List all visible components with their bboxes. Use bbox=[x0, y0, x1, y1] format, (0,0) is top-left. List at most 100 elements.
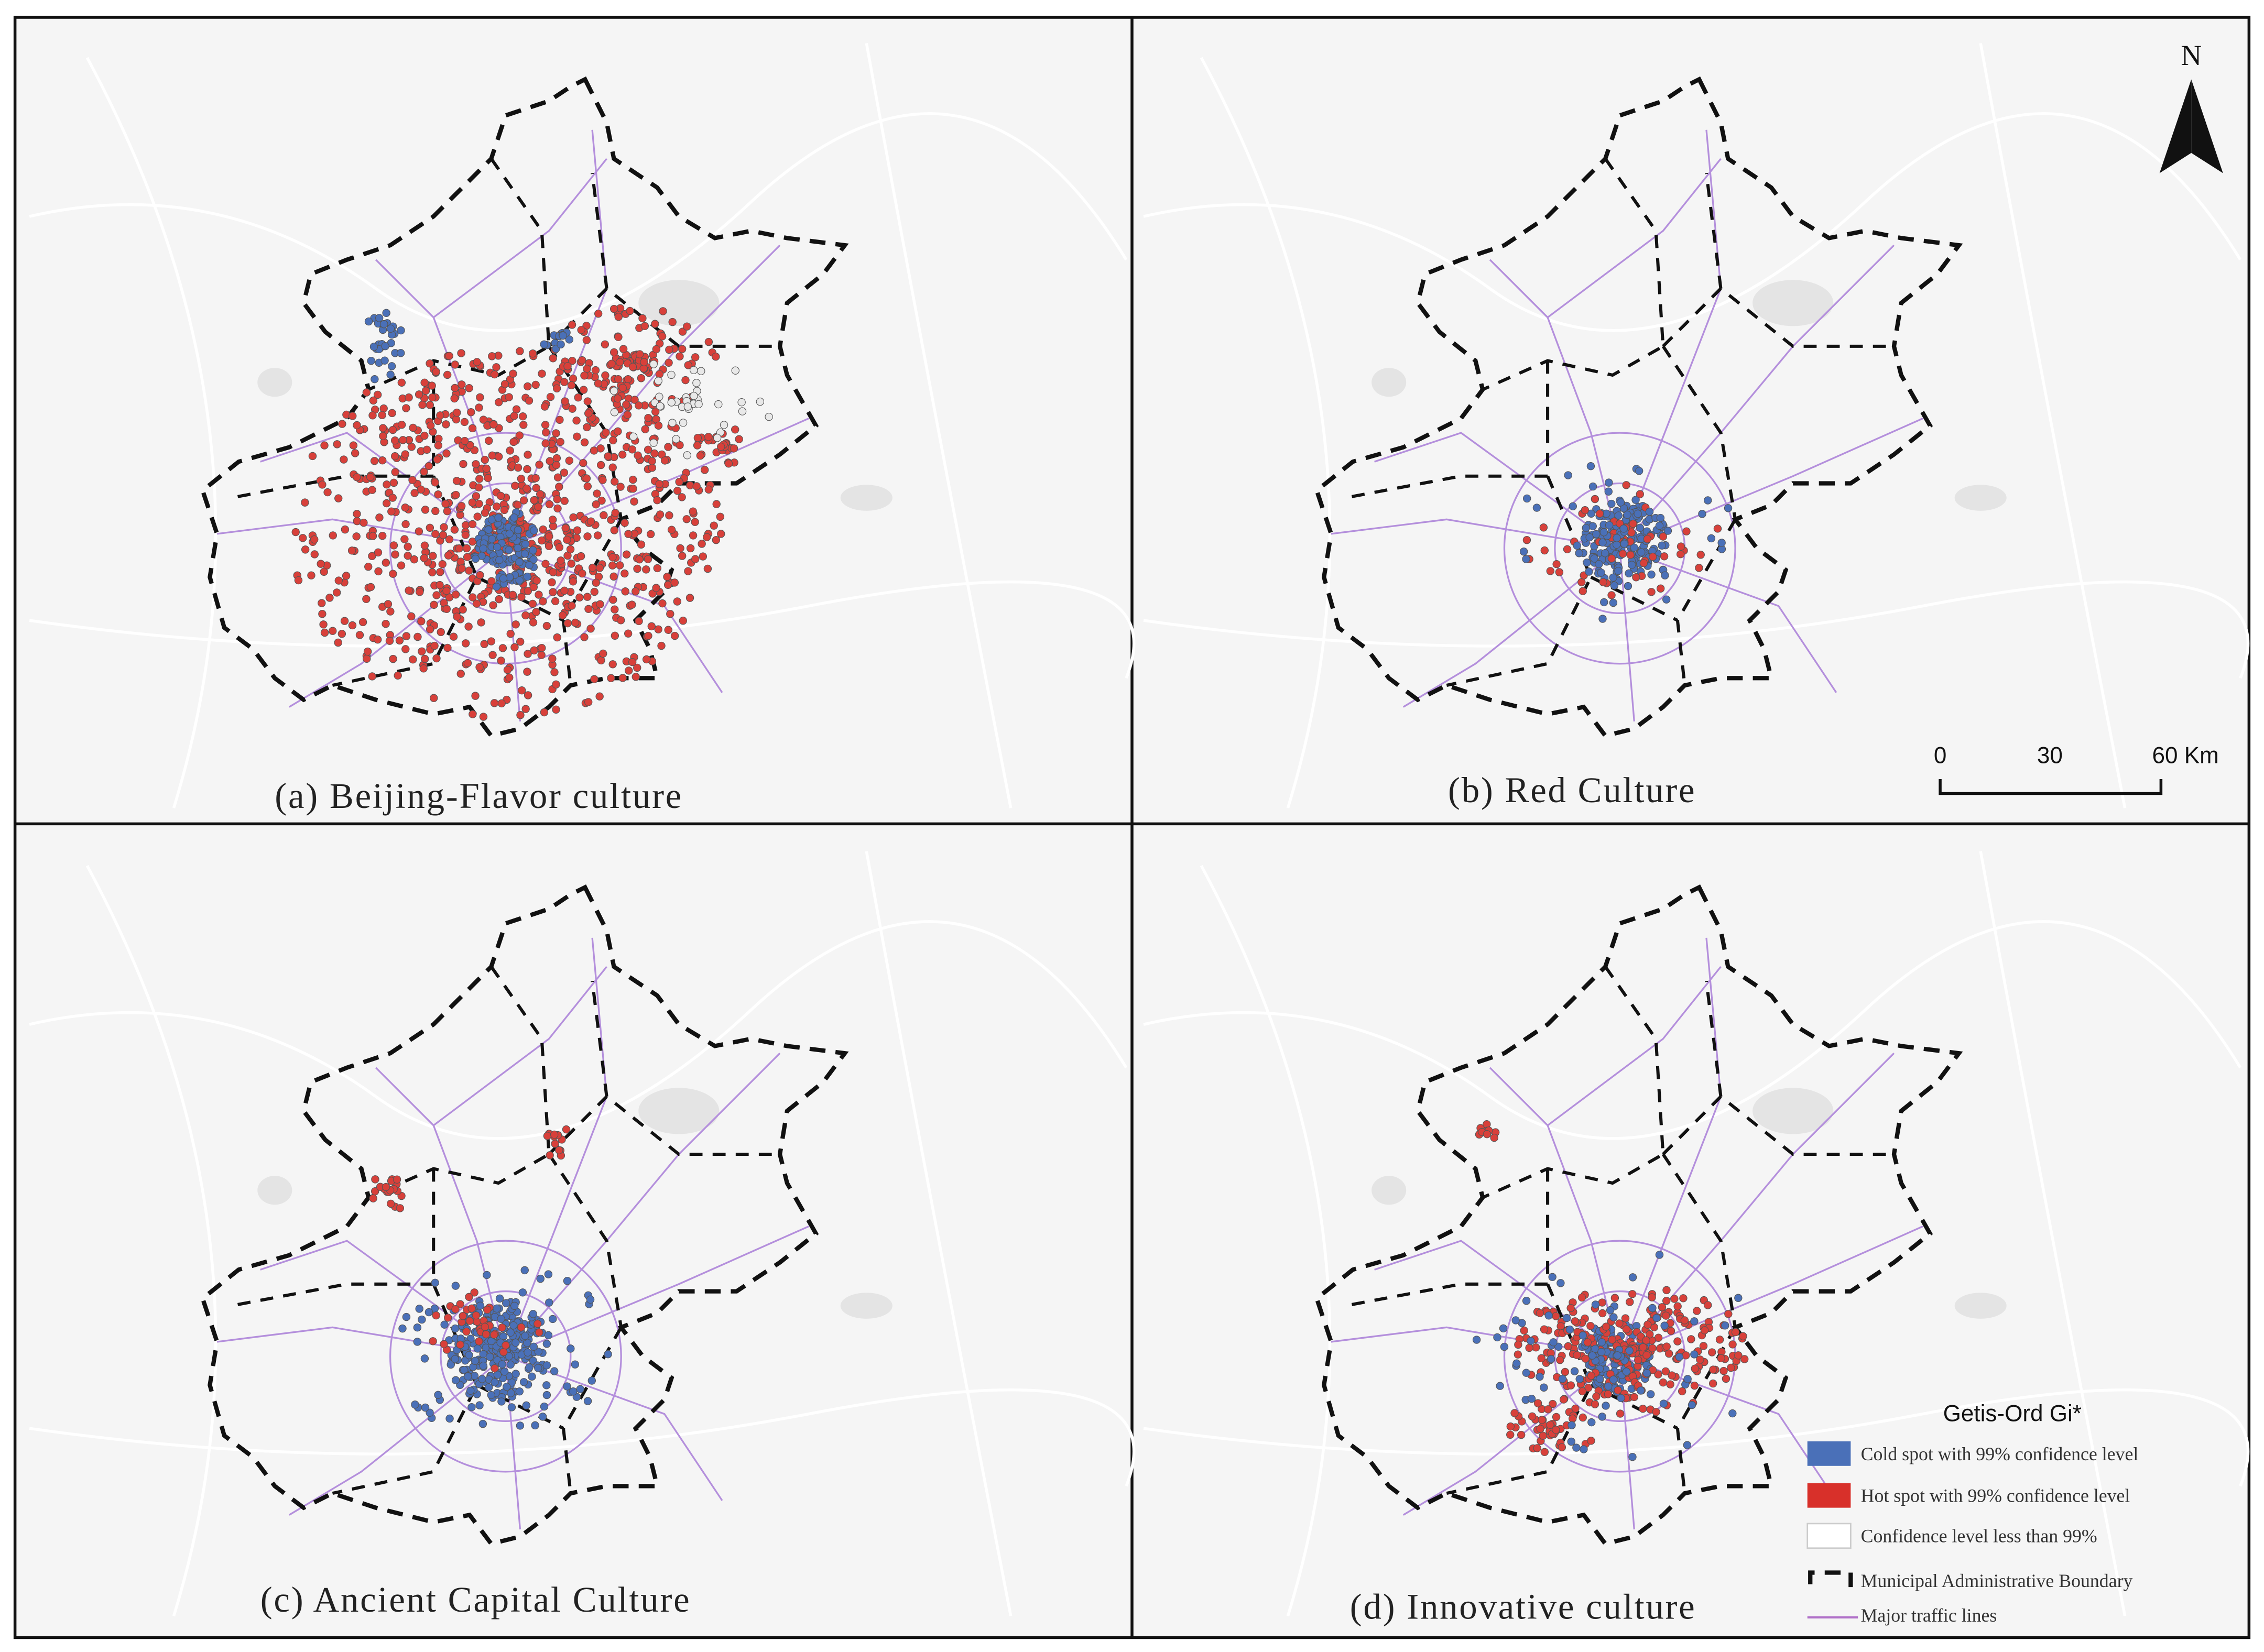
hotspot-cell bbox=[1591, 495, 1599, 504]
hotspot-cell bbox=[515, 1387, 524, 1396]
hotspot-cell bbox=[1642, 1351, 1651, 1359]
hotspot-cell bbox=[656, 510, 665, 519]
hotspot-cell bbox=[583, 423, 591, 432]
hotspot-cell bbox=[507, 1403, 516, 1412]
hotspot-cell bbox=[424, 1308, 433, 1317]
hotspot-cell bbox=[451, 1282, 460, 1290]
hotspot-cell bbox=[509, 369, 517, 378]
hotspot-cell bbox=[604, 452, 612, 461]
hotspot-cell bbox=[1556, 1279, 1565, 1287]
hotspot-cell bbox=[1707, 534, 1716, 543]
hotspot-cell bbox=[378, 411, 386, 419]
hotspot-cell bbox=[520, 550, 529, 558]
hotspot-cell bbox=[503, 665, 512, 674]
hotspot-cell bbox=[1546, 567, 1555, 575]
hotspot-cell bbox=[611, 477, 619, 486]
hotspot-cell bbox=[1605, 478, 1613, 487]
hotspot-cell bbox=[586, 517, 595, 526]
hotspot-cell bbox=[548, 578, 556, 587]
hotspot-cell bbox=[450, 526, 459, 534]
hotspot-cell bbox=[1564, 1342, 1572, 1351]
hotspot-cell bbox=[717, 442, 725, 451]
hotspot-cell bbox=[443, 643, 452, 652]
hotspot-cell bbox=[546, 457, 554, 465]
hotspot-cell bbox=[374, 548, 383, 557]
hotspot-cell bbox=[506, 446, 514, 455]
hotspot-cell bbox=[418, 647, 426, 656]
hotspot-cell bbox=[1561, 1367, 1570, 1376]
hotspot-cell bbox=[419, 664, 428, 673]
hotspot-cell bbox=[1579, 1331, 1587, 1340]
hotspot-cell bbox=[353, 510, 361, 518]
hotspot-cell bbox=[362, 654, 371, 663]
hotspot-cell bbox=[1522, 536, 1531, 544]
hotspot-cell bbox=[510, 513, 518, 522]
hotspot-cell bbox=[542, 1340, 551, 1348]
hotspot-cell bbox=[658, 599, 667, 608]
hotspot-cell bbox=[1670, 1295, 1679, 1303]
hotspot-cell bbox=[540, 1402, 549, 1411]
hotspot-cell bbox=[1632, 573, 1640, 582]
hotspot-cell bbox=[436, 581, 444, 589]
hotspot-cell bbox=[519, 421, 528, 429]
hotspot-cell bbox=[413, 632, 422, 641]
hotspot-cell bbox=[683, 451, 692, 460]
hotspot-cell bbox=[576, 552, 585, 561]
hotspot-cell bbox=[541, 560, 550, 568]
hotspot-cell bbox=[682, 515, 691, 523]
hotspot-cell bbox=[460, 436, 469, 445]
hotspot-cell bbox=[451, 1324, 460, 1333]
hotspot-cell bbox=[1579, 1413, 1587, 1422]
hotspot-cell bbox=[506, 1360, 515, 1369]
hotspot-cell bbox=[509, 1321, 518, 1330]
hotspot-cell bbox=[433, 455, 442, 464]
hotspot-cell bbox=[1556, 1355, 1564, 1364]
hotspot-cell bbox=[678, 493, 686, 501]
hotspot-cell bbox=[380, 356, 389, 365]
hotspot-cell bbox=[1645, 508, 1654, 516]
hotspot-cell bbox=[1583, 1338, 1592, 1347]
hotspot-cell bbox=[1724, 1310, 1733, 1318]
hotspot-cell bbox=[1623, 510, 1631, 519]
hotspot-cell bbox=[1522, 494, 1531, 503]
hotspot-cell bbox=[1683, 1441, 1692, 1449]
hotspot-cell bbox=[1709, 1365, 1717, 1374]
hotspot-cell bbox=[379, 404, 388, 413]
hotspot-cell bbox=[1678, 1387, 1686, 1396]
hotspot-cell bbox=[648, 589, 657, 598]
hotspot-cell bbox=[532, 576, 541, 585]
hotspot-cell bbox=[1642, 1336, 1650, 1344]
hotspot-cell bbox=[452, 490, 460, 499]
hotspot-cell bbox=[374, 567, 383, 576]
hotspot-cell bbox=[1667, 1327, 1675, 1336]
hotspot-cell bbox=[420, 654, 429, 663]
hotspot-cell bbox=[532, 484, 540, 493]
hotspot-cell bbox=[368, 486, 376, 494]
hotspot-cell bbox=[590, 675, 598, 683]
hotspot-cell bbox=[456, 557, 465, 566]
hotspot-cell bbox=[466, 441, 474, 450]
hotspot-cell bbox=[658, 332, 667, 341]
hotspot-cell bbox=[635, 401, 643, 410]
hotspot-cell bbox=[502, 1299, 510, 1307]
hotspot-layer bbox=[291, 304, 1749, 1461]
hotspot-cell bbox=[1568, 1421, 1576, 1429]
hotspot-cell bbox=[544, 1331, 553, 1339]
hotspot-cell bbox=[571, 618, 580, 627]
hotspot-cell bbox=[1616, 1409, 1625, 1418]
hotspot-cell bbox=[382, 619, 390, 628]
hotspot-cell bbox=[505, 673, 514, 682]
hotspot-cell bbox=[558, 611, 567, 620]
hotspot-cell bbox=[352, 532, 361, 541]
hotspot-cell bbox=[1627, 561, 1636, 569]
hotspot-cell bbox=[518, 686, 526, 695]
hotspot-cell bbox=[1598, 1298, 1606, 1307]
hotspot-cell bbox=[1662, 1297, 1671, 1305]
hotspot-cell bbox=[334, 638, 342, 647]
hotspot-cell bbox=[544, 1270, 553, 1278]
hotspot-cell bbox=[431, 530, 440, 538]
hotspot-cell bbox=[614, 333, 623, 341]
hotspot-cell bbox=[405, 586, 413, 595]
hotspot-cell bbox=[494, 398, 503, 407]
hotspot-cell bbox=[560, 468, 569, 477]
